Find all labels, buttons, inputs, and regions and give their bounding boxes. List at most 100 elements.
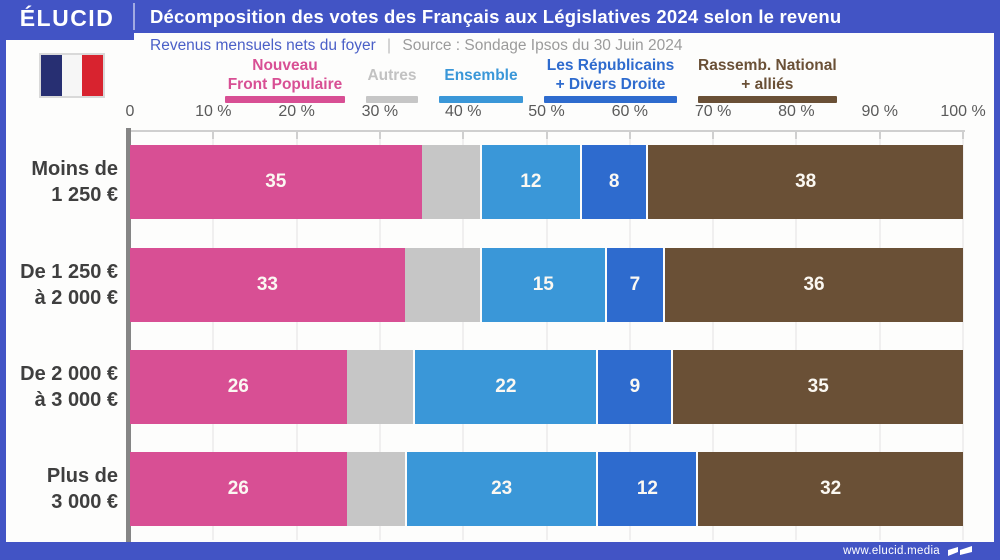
bar-segment: 35 (671, 350, 963, 424)
legend-swatch (439, 96, 523, 103)
header-bar (0, 0, 1000, 33)
elucid-logo-text: ÉLUCID (19, 4, 115, 31)
category-label-line: 3 000 € (51, 491, 118, 513)
bar-segment: 38 (646, 145, 963, 219)
gridline (295, 132, 298, 540)
axis-tick-label: 20 % (278, 103, 315, 120)
axis-tick-mark (878, 132, 881, 139)
value-label: 7 (629, 274, 641, 295)
category-label: De 1 250 € à 2 000 € (6, 248, 118, 322)
header-separator (133, 3, 135, 30)
footer-bar: www.elucid.media (0, 542, 1000, 560)
y-axis-baseline (126, 128, 131, 543)
category-label-line: De 2 000 € (20, 363, 118, 385)
axis-tick-label: 100 % (940, 103, 986, 120)
page-title: Décomposition des votes des Français aux… (150, 6, 842, 27)
axis-tick-mark (212, 132, 215, 139)
axis-tick-label: 60 % (611, 103, 649, 120)
value-label: 32 (820, 478, 842, 499)
legend-label: Les Républicains + Divers Droite (546, 57, 675, 93)
footer-url: www.elucid.media (843, 545, 940, 557)
axis-tick-mark (545, 132, 548, 139)
value-label: 38 (795, 171, 817, 192)
bar-segment (346, 452, 405, 526)
value-label: 26 (227, 376, 249, 397)
legend-item: Rassemb. National + alliés (698, 57, 837, 103)
bar-segment: 32 (696, 452, 963, 526)
elucid-logo: ÉLUCID (0, 0, 134, 40)
bar-segment: 33 (130, 248, 405, 322)
axis-tick-mark (962, 132, 964, 139)
legend-label: Ensemble (444, 66, 518, 84)
bar-row: 26 23 12 32 (130, 452, 963, 526)
bar-segment (421, 145, 480, 219)
value-label: 12 (636, 478, 658, 499)
axis-tick-label: 10 % (195, 103, 232, 120)
bar-segment: 15 (479, 248, 605, 322)
flag-blue-stripe (41, 55, 62, 96)
bar-segment: 26 (130, 452, 347, 526)
axis-tick-label: 0 (125, 103, 135, 120)
legend-item: Nouveau Front Populaire (225, 57, 345, 103)
legend-item: Autres (366, 57, 418, 103)
category-label-line: à 2 000 € (34, 287, 118, 309)
axis-tick-mark (712, 132, 715, 139)
axis-tick-label: 30 % (361, 103, 399, 120)
bar-segment: 7 (604, 248, 664, 322)
axis-tick-label: 90 % (861, 103, 898, 120)
legend-item: Les Républicains + Divers Droite (544, 57, 677, 103)
axis-tick-label: 50 % (528, 103, 565, 120)
value-label: 33 (256, 274, 278, 295)
bar-segment: 12 (596, 452, 697, 526)
chart-legend: Nouveau Front Populaire Autres Ensemble Les… (225, 57, 837, 103)
bar-segment (346, 350, 414, 424)
value-label: 26 (227, 478, 249, 499)
legend-swatch (544, 96, 677, 103)
category-label-line: De 1 250 € (20, 261, 118, 283)
subtitle-axis-label: Revenus mensuels nets du foyer (150, 37, 376, 54)
axis-tick-label: 80 % (778, 103, 815, 120)
bar-segment: 35 (130, 145, 422, 219)
category-label-line: Plus de (46, 465, 118, 487)
legend-label: Nouveau Front Populaire (227, 57, 343, 93)
legend-swatch (698, 96, 837, 103)
axis-tick-mark (462, 132, 465, 139)
bar-row: 26 22 9 35 (130, 350, 963, 424)
bar-segment: 9 (596, 350, 672, 424)
category-label: De 2 000 € à 3 000 € (6, 350, 118, 424)
value-label: 9 (629, 376, 641, 397)
gridline (712, 132, 715, 540)
bar-row: 33 15 7 36 (130, 248, 963, 322)
flag-red-stripe (82, 55, 104, 96)
category-label-line: Moins de (31, 158, 118, 180)
axis-tick-mark (378, 132, 381, 139)
bar-segment: 12 (479, 145, 580, 219)
legend-item: Ensemble (439, 57, 523, 103)
gridline (212, 132, 215, 540)
gridline (628, 132, 631, 540)
gridline (545, 132, 548, 540)
gridline (878, 132, 881, 540)
category-label-line: 1 250 € (51, 184, 118, 206)
gridline (962, 132, 964, 540)
value-label: 12 (520, 171, 542, 192)
axis-tick-mark (628, 132, 631, 139)
bar-segment: 22 (413, 350, 597, 424)
x-axis-line (130, 130, 965, 132)
category-label-line: à 3 000 € (34, 389, 118, 411)
value-label: 15 (532, 274, 554, 295)
border-left (0, 0, 6, 560)
legend-label: Rassemb. National + alliés (698, 57, 837, 93)
legend-swatch (366, 96, 418, 103)
value-label: 22 (495, 376, 517, 397)
subtitle-separator: | (387, 37, 392, 54)
value-label: 8 (608, 171, 620, 192)
border-right (994, 0, 1000, 560)
bar-segment: 23 (404, 452, 597, 526)
gridline (462, 132, 465, 540)
category-label: Moins de 1 250 € (6, 145, 118, 219)
axis-tick-mark (295, 132, 298, 139)
subtitle: Revenus mensuels nets du foyer | Source … (150, 37, 682, 55)
axis-tick-mark (795, 132, 798, 139)
